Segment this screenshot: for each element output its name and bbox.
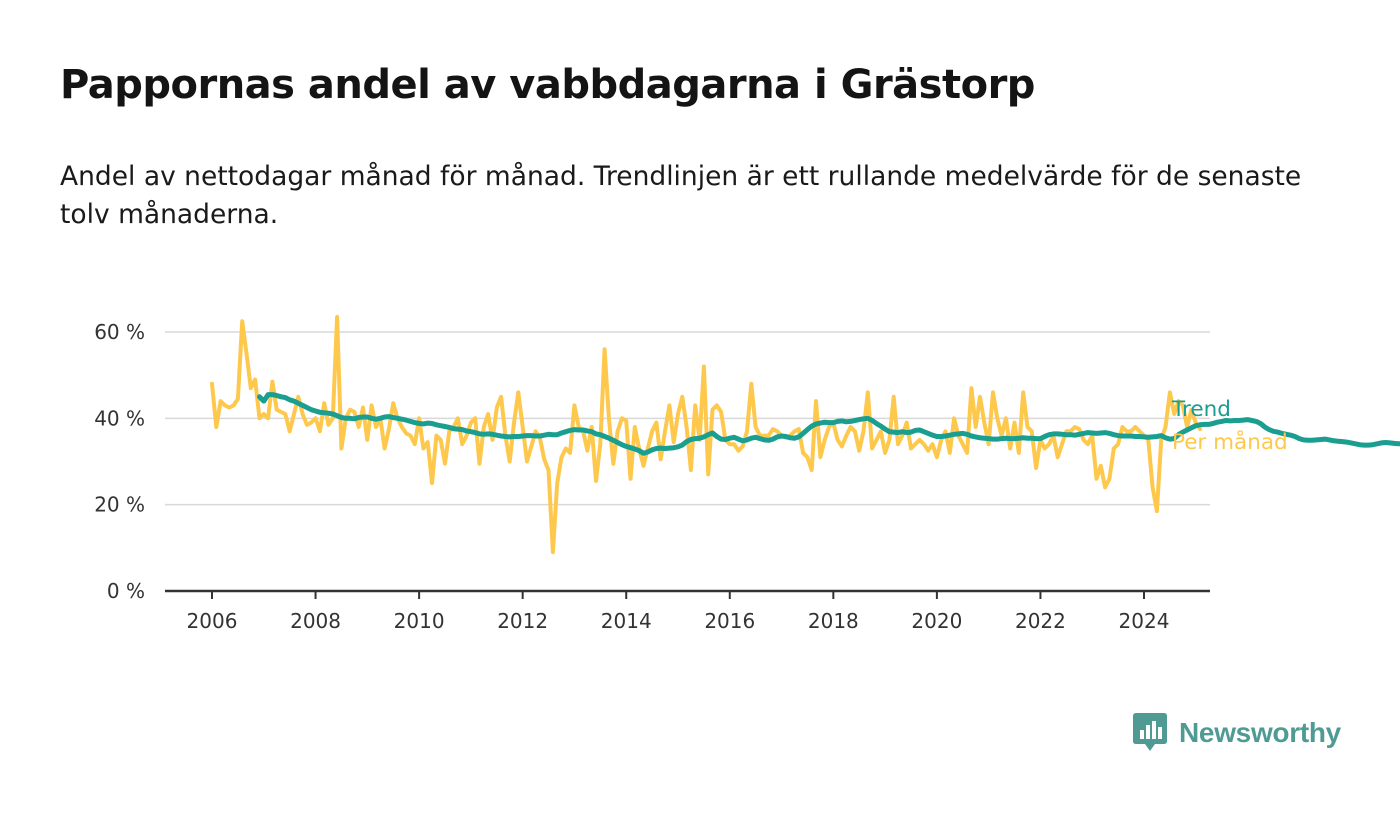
newsworthy-logo: Newsworthy bbox=[1133, 712, 1341, 754]
y-tick-label: 20 % bbox=[94, 493, 145, 517]
legend-label-per-manad: Per månad bbox=[1172, 429, 1288, 455]
y-axis-tick-labels: 0 % 20 % 40 % 60 % bbox=[94, 320, 145, 603]
series-line-trend bbox=[257, 392, 1400, 456]
x-tick-label: 2008 bbox=[290, 609, 341, 633]
legend: Trend Per månad bbox=[1171, 397, 1288, 455]
page-title: Pappornas andel av vabbdagarna i Grästor… bbox=[60, 62, 1035, 108]
y-tick-label: 60 % bbox=[94, 320, 145, 344]
newsworthy-logo-text: Newsworthy bbox=[1179, 717, 1341, 748]
x-tick-label: 2014 bbox=[601, 609, 652, 633]
x-axis-ticks: 2006 2008 2010 2012 2014 2016 2018 2020 2022 2024 bbox=[187, 591, 1170, 633]
x-tick-label: 2016 bbox=[704, 609, 755, 633]
legend-label-trend: Trend bbox=[1171, 397, 1231, 422]
y-tick-label: 40 % bbox=[94, 406, 145, 430]
page-subtitle: Andel av nettodagar månad för månad. Tre… bbox=[60, 161, 1302, 230]
y-tick-label: 0 % bbox=[107, 579, 145, 603]
x-tick-label: 2010 bbox=[394, 609, 445, 633]
newsworthy-logo-icon bbox=[1133, 713, 1167, 751]
x-tick-label: 2012 bbox=[497, 609, 548, 633]
x-tick-label: 2022 bbox=[1015, 609, 1066, 633]
x-tick-label: 2018 bbox=[808, 609, 859, 633]
x-tick-label: 2020 bbox=[911, 609, 962, 633]
x-tick-label: 2024 bbox=[1119, 609, 1170, 633]
series-lines bbox=[210, 314, 1400, 555]
series-line-per-manad bbox=[210, 314, 1203, 555]
x-tick-label: 2006 bbox=[187, 609, 238, 633]
